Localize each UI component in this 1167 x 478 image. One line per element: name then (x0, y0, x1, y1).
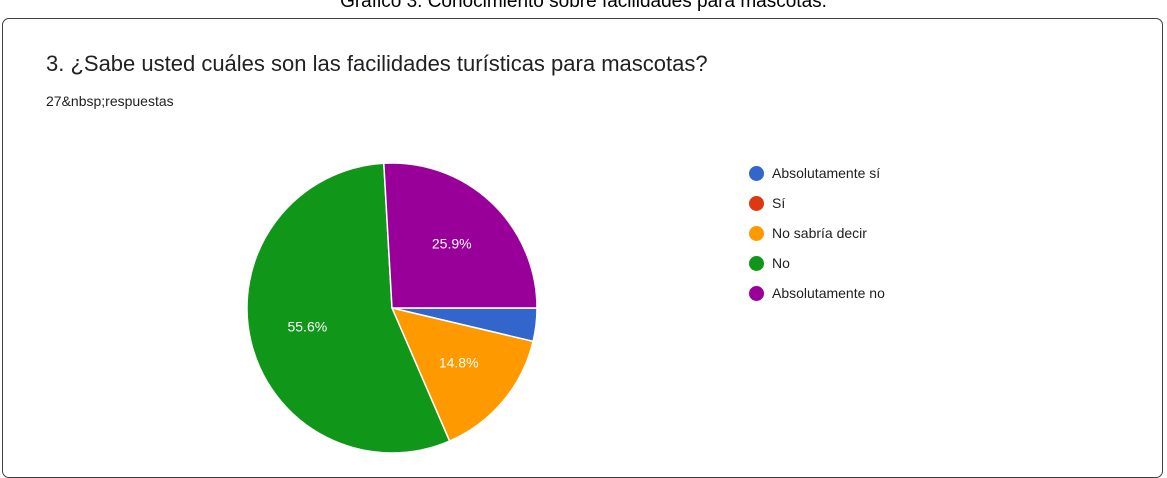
legend-item-3: No (749, 252, 885, 274)
legend-swatch-2 (749, 225, 764, 241)
pie-data-label-3: 55.6% (287, 319, 327, 335)
legend-item-4: Absolutamente no (749, 282, 885, 304)
figure-caption: Gráfico 3. Conocimiento sobre facilidade… (340, 0, 827, 12)
chart-legend: Absolutamente sí Sí No sabría decir No Absol… (749, 162, 885, 312)
pie-chart: 14.8% 55.6% 25.9% (246, 162, 538, 454)
pie-slice-4 (383, 162, 538, 309)
response-count: 27&nbsp;respuestas (46, 93, 174, 109)
chart-card (2, 18, 1163, 478)
chart-title: 3. ¿Sabe usted cuáles son las facilidade… (46, 51, 708, 76)
pie-data-label-4: 25.9% (432, 235, 472, 251)
legend-label-3: No (772, 255, 790, 271)
legend-label-0: Absolutamente sí (772, 165, 881, 181)
pie-data-label-2: 14.8% (439, 355, 479, 371)
legend-item-0: Absolutamente sí (749, 162, 885, 184)
pie-slice-3 (246, 162, 451, 454)
legend-label-4: Absolutamente no (772, 285, 885, 301)
legend-swatch-1 (749, 195, 764, 211)
legend-label-2: No sabría decir (772, 225, 867, 241)
legend-item-1: Sí (749, 192, 885, 214)
pie-slice-2 (390, 306, 535, 443)
legend-swatch-0 (749, 165, 764, 181)
legend-swatch-4 (749, 285, 764, 301)
legend-item-2: No sabría decir (749, 222, 885, 244)
legend-label-1: Sí (772, 195, 786, 211)
legend-swatch-3 (749, 255, 764, 271)
